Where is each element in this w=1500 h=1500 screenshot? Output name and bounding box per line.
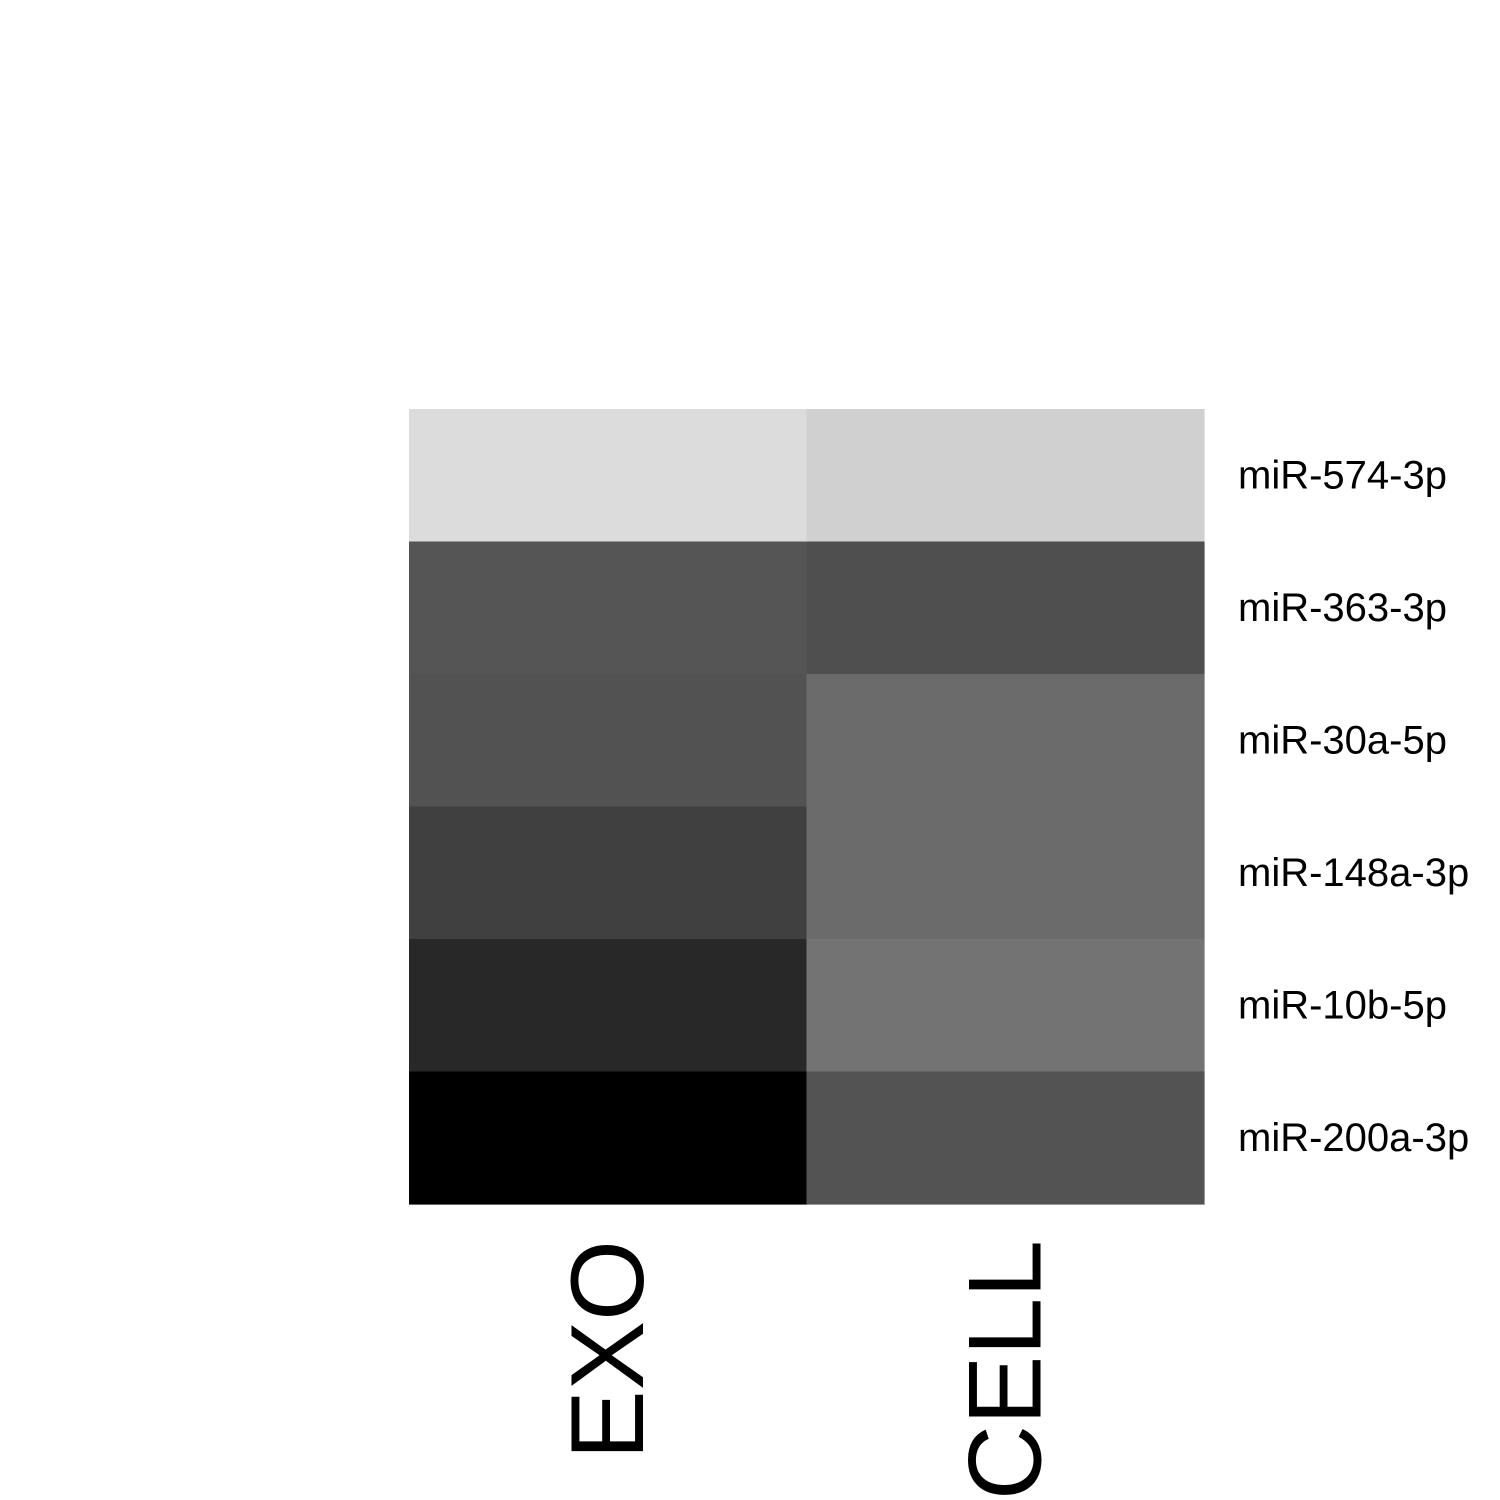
heatmap-cell-miR-363-3p-CELL (806, 541, 1205, 675)
heatmap-cell-miR-200a-3p-CELL (806, 1071, 1205, 1205)
row-label: miR-363-3p (1238, 586, 1447, 630)
heatmap-cell-miR-30a-5p-CELL (806, 674, 1205, 808)
heatmap-cell-miR-148a-3p-EXO (409, 806, 808, 940)
row-label: miR-10b-5p (1238, 983, 1447, 1027)
heatmap-cell-miR-30a-5p-EXO (409, 674, 808, 808)
column-label: EXO (550, 1240, 666, 1460)
row-label: miR-200a-3p (1238, 1116, 1469, 1160)
row-labels: miR-574-3p miR-363-3p miR-30a-5p miR-148a-3… (1238, 453, 1469, 1160)
heatmap-cell-miR-574-3p-CELL (806, 409, 1205, 543)
column-label: CELL (947, 1240, 1063, 1500)
heatmap-cell-miR-10b-5p-EXO (409, 939, 808, 1073)
row-label: miR-148a-3p (1238, 851, 1469, 895)
heatmap-cell-miR-10b-5p-CELL (806, 939, 1205, 1073)
row-label: miR-30a-5p (1238, 718, 1447, 762)
heatmap-cell-miR-200a-3p-EXO (409, 1071, 808, 1205)
heatmap-cell-miR-148a-3p-CELL (806, 806, 1205, 940)
heatmap-cells (409, 409, 1205, 1205)
heatmap-cell-miR-574-3p-EXO (409, 409, 808, 543)
row-label: miR-574-3p (1238, 453, 1447, 497)
heatmap-cell-miR-363-3p-EXO (409, 541, 808, 675)
column-labels: EXO CELL (550, 1240, 1064, 1500)
